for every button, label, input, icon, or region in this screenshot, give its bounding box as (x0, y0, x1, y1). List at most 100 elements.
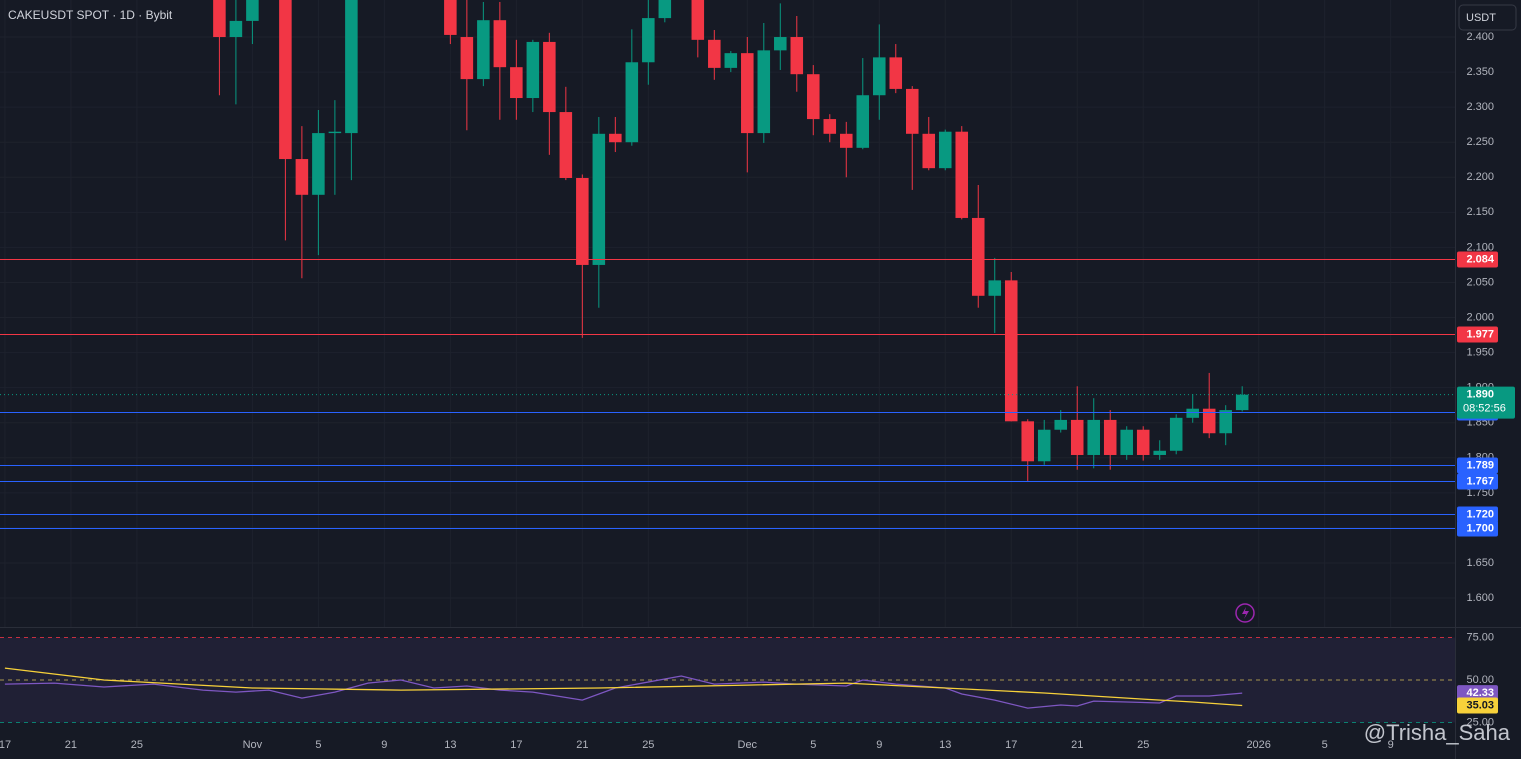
countdown: 08:52:56 (1463, 403, 1506, 415)
price-pane (0, 0, 1455, 529)
candle-body (246, 0, 259, 21)
y-tick-label: 2.050 (1466, 276, 1494, 288)
candle-body (922, 133, 936, 169)
candle-body (724, 53, 738, 68)
level-badge (1457, 506, 1498, 523)
rsi-tick-label: 75.00 (1466, 631, 1494, 643)
level-badge (1457, 473, 1498, 490)
x-tick-label: 13 (939, 739, 951, 751)
candle-body (790, 37, 804, 75)
rsi-badge (1457, 685, 1498, 702)
y-tick-label: 1.600 (1466, 592, 1494, 604)
candle-body (1169, 417, 1183, 451)
x-tick-label: 21 (576, 739, 588, 751)
level-label: 1.789 (1466, 459, 1494, 471)
x-tick-label: 21 (65, 739, 77, 751)
candle-body (625, 62, 639, 143)
level-badge (1457, 251, 1498, 268)
candle-body (477, 20, 490, 80)
candle-body (279, 0, 292, 160)
candle-body (1070, 419, 1084, 455)
y-tick-label: 1.950 (1466, 347, 1494, 359)
rsi-line (4, 675, 1243, 709)
candle-body (757, 50, 771, 134)
y-tick-label: 2.300 (1466, 101, 1494, 113)
candle-body (889, 57, 903, 89)
rsi-line (4, 667, 1243, 707)
candle-body (708, 39, 721, 68)
candle-body (873, 57, 886, 96)
candle-body (493, 20, 507, 68)
candle-body (955, 131, 969, 218)
rsi-tick-label: 50.00 (1466, 674, 1494, 686)
candle-body (642, 18, 655, 63)
candle-body (1103, 419, 1117, 455)
x-tick-label: 21 (1071, 739, 1083, 751)
y-tick-label: 2.100 (1466, 241, 1494, 253)
x-tick-label: 9 (876, 739, 882, 751)
candle-body (460, 37, 474, 80)
candle-body (807, 74, 820, 120)
candle-body (905, 88, 919, 134)
last-price-badge (1457, 386, 1515, 419)
alert-icon[interactable] (1235, 603, 1255, 623)
x-tick-label: 17 (1005, 739, 1017, 751)
level-label: 1.720 (1466, 508, 1494, 520)
candle-body (312, 133, 325, 195)
watermark: @Trisha_Saha (1364, 720, 1511, 745)
axes: 2.400 2.350 2.300 2.250 2.200 2.150 2.100 2.050… (0, 31, 1515, 751)
candle-body (229, 20, 243, 38)
x-tick-label: Dec (738, 739, 758, 751)
level-badge (1457, 457, 1498, 474)
candle-body (1037, 429, 1051, 462)
rsi-pane (0, 637, 1455, 724)
candle-body (971, 217, 985, 296)
y-tick-label: 2.150 (1466, 206, 1494, 218)
x-tick-label: 25 (131, 739, 143, 751)
x-tick-label: 5 (810, 739, 816, 751)
candle-body (559, 112, 573, 178)
y-tick-label: 1.650 (1466, 557, 1494, 569)
x-tick-label: 13 (444, 739, 456, 751)
candle-body (345, 0, 358, 134)
x-tick-label: 17 (510, 739, 522, 751)
x-tick-label: 25 (642, 739, 654, 751)
currency-label[interactable]: USDT (1466, 12, 1496, 24)
candle-body (856, 95, 870, 148)
x-tick-label: 5 (1322, 739, 1328, 751)
x-tick-label: 9 (381, 739, 387, 751)
candle-body (1153, 450, 1166, 455)
candle-body (1120, 429, 1133, 455)
currency-button[interactable] (1458, 4, 1517, 31)
rsi-value-label: 35.03 (1466, 699, 1494, 711)
candle-body (576, 177, 589, 265)
candle-body (444, 0, 457, 35)
candle-body (1021, 421, 1035, 462)
candle-body (1087, 419, 1100, 455)
x-tick-label: 5 (315, 739, 321, 751)
candle-body (213, 0, 226, 38)
level-badge (1457, 520, 1498, 537)
level-label: 1.767 (1466, 475, 1494, 487)
y-tick-label: 2.350 (1466, 66, 1494, 78)
y-tick-label: 2.250 (1466, 136, 1494, 148)
level-badge (1457, 326, 1498, 343)
candle-body (526, 41, 540, 99)
alert-bolt (1242, 607, 1249, 619)
y-tick-label: 2.000 (1466, 311, 1494, 323)
x-tick-label: 2026 (1246, 739, 1270, 751)
level-label: 1.977 (1466, 328, 1494, 340)
candle-body (328, 131, 342, 134)
candle-body (1186, 408, 1199, 418)
candle-body (774, 37, 787, 51)
level-label: 1.700 (1466, 522, 1494, 534)
candle-body (658, 0, 672, 19)
candle-body (823, 119, 837, 134)
level-label: 2.084 (1466, 253, 1494, 265)
candle-body (1136, 429, 1150, 455)
candle-body (543, 41, 556, 113)
candle-body (1004, 280, 1018, 422)
y-tick-label: 2.200 (1466, 171, 1494, 183)
rsi-tick-label: 25.00 (1466, 716, 1494, 728)
